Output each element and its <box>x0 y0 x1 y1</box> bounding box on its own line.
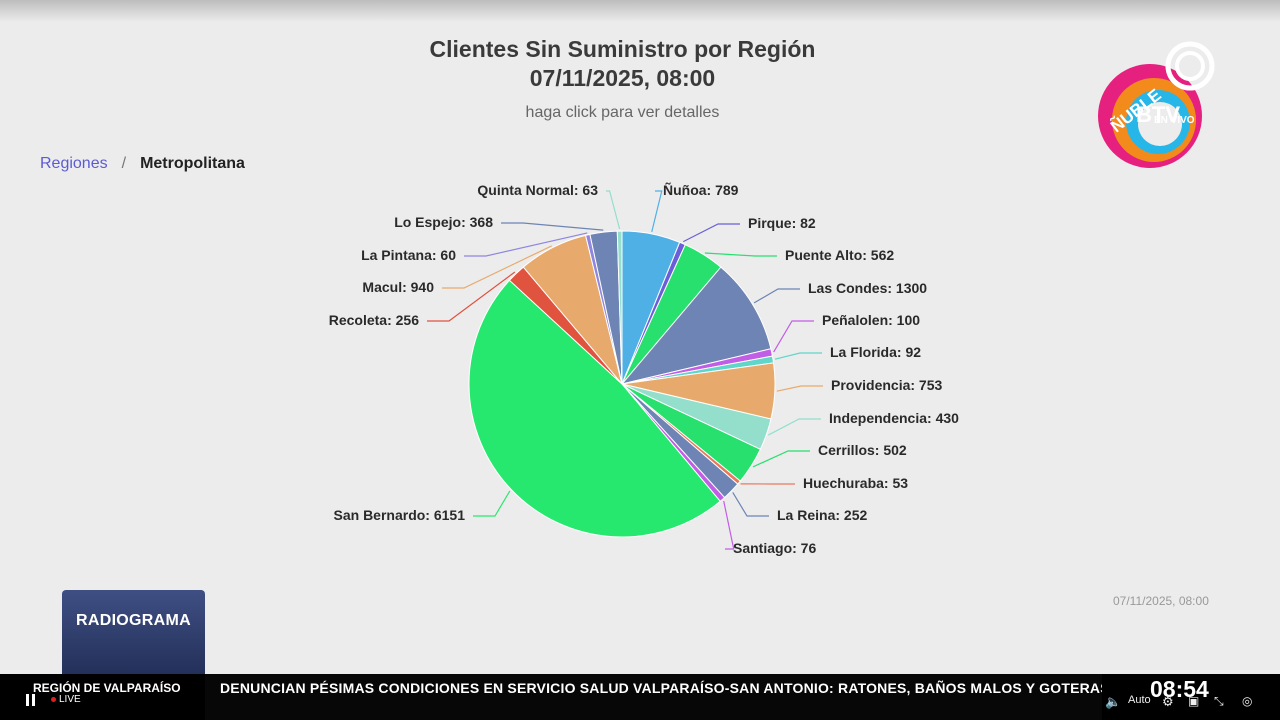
volume-icon[interactable]: 🔈 <box>1105 694 1122 709</box>
logo-brand-sub: EN VIVO <box>1154 115 1195 126</box>
pie-label-7[interactable]: Independencia: 430 <box>829 410 959 426</box>
live-dot-icon <box>51 697 56 702</box>
pie-slice-12[interactable] <box>468 279 721 538</box>
pie-connector-12 <box>473 490 511 517</box>
exit-fullscreen-icon[interactable]: ⤡ <box>1214 694 1224 708</box>
ticker-region-box: REGIÓN DE VALPARAÍSO LIVE <box>0 674 205 720</box>
chart-title-date: 07/11/2025, 08:00 <box>529 65 716 91</box>
pie-connector-7 <box>768 418 821 436</box>
pie-connector-1 <box>683 223 740 243</box>
breadcrumb: Regiones / Metropolitana <box>40 155 245 173</box>
settings-gear-icon[interactable]: ⚙ <box>1162 694 1174 709</box>
news-ticker: REGIÓN DE VALPARAÍSO LIVE DENUNCIAN PÉSI… <box>0 674 1280 720</box>
breadcrumb-separator: / <box>121 155 127 172</box>
pie-label-11[interactable]: Santiago: 76 <box>733 540 816 556</box>
ticker-headline: DENUNCIAN PÉSIMAS CONDICIONES EN SERVICI… <box>220 680 1110 696</box>
quality-selector[interactable]: Auto <box>1128 694 1151 706</box>
pie-connector-11 <box>723 500 735 550</box>
pie-slice-3[interactable] <box>620 266 772 385</box>
pie-connector-14 <box>442 245 552 289</box>
player-controls: 🔈 Auto 08:54 ⚙ ▣ ⤡ ◎ <box>1102 674 1280 720</box>
chart-subtitle: haga click para ver detalles <box>525 104 720 121</box>
pie-label-16[interactable]: Lo Espejo: 368 <box>394 214 493 230</box>
cast-icon[interactable]: ◎ <box>1242 694 1253 708</box>
pie-label-14[interactable]: Macul: 940 <box>362 279 434 295</box>
pie-label-12[interactable]: San Bernardo: 6151 <box>334 507 466 523</box>
pie-connector-15 <box>464 232 588 257</box>
pie-connector-3 <box>753 288 800 304</box>
pie-label-5[interactable]: La Florida: 92 <box>830 344 921 360</box>
channel-logo-icon: ÑUBLE BTV EN VIVO <box>1098 41 1215 168</box>
pie-connector-0 <box>651 190 663 233</box>
logo-brand-main: BTV <box>1136 102 1180 127</box>
pie-connector-2 <box>704 252 777 257</box>
pip-icon[interactable]: ▣ <box>1188 694 1200 708</box>
pie-connector-17 <box>606 190 621 230</box>
clock-time: 08:54 <box>1150 676 1209 702</box>
radiograma-badge: RADIOGRAMA <box>62 590 205 674</box>
pie-connector-4 <box>773 320 814 353</box>
pie-label-9[interactable]: Huechuraba: 53 <box>803 475 908 491</box>
ticker-region-name: REGIÓN DE VALPARAÍSO <box>33 681 181 695</box>
pie-label-3[interactable]: Las Condes: 1300 <box>808 280 927 296</box>
pie-label-1[interactable]: Pirque: 82 <box>748 215 816 231</box>
pie-label-15[interactable]: La Pintana: 60 <box>361 247 456 263</box>
breadcrumb-current: Metropolitana <box>140 155 245 172</box>
pie-label-6[interactable]: Providencia: 753 <box>831 377 942 393</box>
pie-label-0[interactable]: Ñuñoa: 789 <box>663 181 739 198</box>
pie-label-4[interactable]: Peñalolen: 100 <box>822 312 920 328</box>
pie-connector-10 <box>732 492 769 517</box>
pause-icon[interactable] <box>26 694 36 706</box>
chart-timestamp: 07/11/2025, 08:00 <box>1113 594 1209 608</box>
chart-title: Clientes Sin Suministro por Región 07/11… <box>300 35 945 93</box>
pie-label-10[interactable]: La Reina: 252 <box>777 507 867 523</box>
live-label: LIVE <box>59 694 81 705</box>
radiograma-label: RADIOGRAMA <box>76 612 191 629</box>
pie-label-13[interactable]: Recoleta: 256 <box>329 312 419 328</box>
breadcrumb-regiones-link[interactable]: Regiones <box>40 155 108 172</box>
pie-label-2[interactable]: Puente Alto: 562 <box>785 247 894 263</box>
pie-connector-6 <box>776 385 823 392</box>
pie-label-8[interactable]: Cerrillos: 502 <box>818 442 907 458</box>
pie-connector-5 <box>774 352 822 360</box>
pie-connector-16 <box>501 222 604 231</box>
pie-slice-17[interactable] <box>616 230 623 385</box>
top-shade <box>0 0 1280 22</box>
pie-connector-13 <box>427 271 516 322</box>
chart-title-text: Clientes Sin Suministro por Región <box>429 36 816 62</box>
pie-connector-8 <box>752 450 810 468</box>
pie-label-17[interactable]: Quinta Normal: 63 <box>477 182 598 198</box>
